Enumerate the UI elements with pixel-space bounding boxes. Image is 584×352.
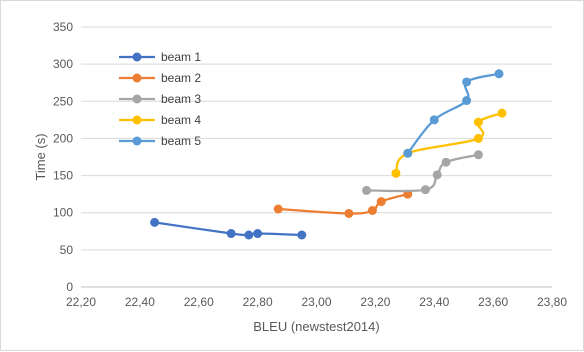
data-point bbox=[462, 96, 472, 106]
series-4 bbox=[391, 108, 507, 178]
x-tick-label: 23,60 bbox=[478, 295, 508, 309]
legend-item: beam 2 bbox=[119, 71, 201, 85]
data-point bbox=[494, 69, 504, 79]
data-point bbox=[462, 77, 472, 87]
y-tick-label: 100 bbox=[53, 206, 73, 220]
y-tick-label: 300 bbox=[53, 57, 73, 71]
legend-label: beam 4 bbox=[161, 113, 201, 127]
data-point bbox=[244, 230, 254, 240]
legend-item: beam 1 bbox=[119, 50, 201, 64]
x-axis-title: BLEU (newstest2014) bbox=[253, 319, 379, 334]
legend-item: beam 3 bbox=[119, 92, 201, 106]
legend: beam 1 beam 2 beam 3 beam 4 beam 5 bbox=[119, 50, 201, 148]
legend-label: beam 2 bbox=[161, 71, 201, 85]
x-tick-label: 23,80 bbox=[537, 295, 567, 309]
legend-item: beam 4 bbox=[119, 113, 201, 127]
legend-swatch-marker bbox=[132, 94, 142, 104]
data-point bbox=[403, 148, 413, 158]
data-point bbox=[432, 170, 442, 180]
y-tick-label: 250 bbox=[53, 94, 73, 108]
series-2 bbox=[273, 189, 413, 218]
x-tick-label: 22,80 bbox=[243, 295, 273, 309]
series-line bbox=[278, 193, 409, 215]
series-line bbox=[406, 72, 500, 154]
x-tick-label: 23,40 bbox=[419, 295, 449, 309]
data-point bbox=[473, 150, 483, 160]
y-axis-title: Time (s) bbox=[33, 133, 48, 180]
data-point bbox=[362, 185, 372, 195]
legend-swatch-marker bbox=[132, 73, 142, 83]
data-point bbox=[441, 157, 451, 167]
series-3 bbox=[362, 150, 483, 195]
x-tick-label: 22,20 bbox=[66, 295, 96, 309]
legend-swatch-marker bbox=[132, 136, 142, 146]
legend-swatch-marker bbox=[132, 115, 142, 125]
data-point bbox=[253, 229, 263, 239]
data-point bbox=[497, 108, 507, 118]
legend-item: beam 5 bbox=[119, 134, 201, 148]
data-point bbox=[226, 229, 236, 239]
series-1 bbox=[150, 217, 307, 240]
legend-swatch-marker bbox=[132, 52, 142, 62]
data-point bbox=[473, 133, 483, 143]
data-point bbox=[473, 117, 483, 127]
series-5 bbox=[403, 69, 504, 158]
y-tick-label: 50 bbox=[60, 243, 74, 257]
data-point bbox=[420, 185, 430, 195]
legend-label: beam 3 bbox=[161, 92, 201, 106]
x-tick-label: 23,20 bbox=[360, 295, 390, 309]
x-tick-label: 22,40 bbox=[125, 295, 155, 309]
data-point bbox=[344, 208, 354, 218]
data-point bbox=[376, 197, 386, 207]
y-tick-label: 200 bbox=[53, 131, 73, 145]
y-tick-label: 0 bbox=[66, 280, 73, 294]
data-point bbox=[297, 230, 307, 240]
y-tick-label: 350 bbox=[53, 20, 73, 34]
legend-label: beam 5 bbox=[161, 134, 201, 148]
data-point bbox=[391, 168, 401, 178]
data-point bbox=[150, 217, 160, 227]
x-tick-label: 23,00 bbox=[301, 295, 331, 309]
series-line bbox=[366, 153, 479, 193]
data-point bbox=[273, 204, 283, 214]
x-tick-label: 22,60 bbox=[184, 295, 214, 309]
legend-label: beam 1 bbox=[161, 50, 201, 64]
data-point bbox=[429, 115, 439, 125]
y-tick-label: 150 bbox=[53, 169, 73, 183]
data-point bbox=[367, 205, 377, 215]
